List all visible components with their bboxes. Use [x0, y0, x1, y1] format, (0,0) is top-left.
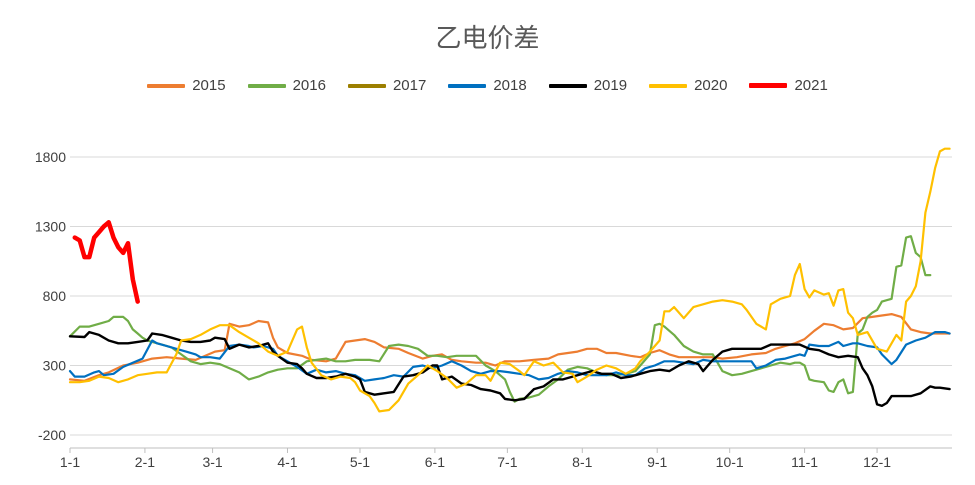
legend-label: 2016 [292, 77, 326, 94]
x-tick-label: 5-1 [350, 454, 370, 470]
legend-label: 2020 [694, 77, 728, 94]
series-line-2018 [68, 331, 951, 382]
legend-item-2018: 2018 [448, 77, 527, 94]
y-tick-label: 800 [43, 288, 67, 304]
y-tick-label: -200 [38, 427, 66, 443]
x-tick-label: 9-1 [647, 454, 667, 470]
x-tick-label: 1-1 [60, 454, 80, 470]
legend-swatch [448, 83, 487, 88]
legend-label: 2021 [794, 77, 828, 94]
y-tick-label: 300 [43, 358, 67, 374]
series-line-2020 [68, 147, 951, 413]
legend-swatch [147, 83, 186, 88]
y-tick-label: 1800 [35, 149, 66, 165]
x-tick-label: 11-1 [791, 454, 818, 470]
y-tick-label: 1300 [35, 219, 66, 235]
series-line-2019 [68, 330, 951, 407]
x-tick-label: 8-1 [572, 454, 592, 470]
legend-item-2019: 2019 [548, 77, 628, 94]
x-tick-label: 6-1 [425, 454, 445, 470]
legend-swatch [749, 83, 788, 88]
legend: 2015 2016 2017 2018 2019 2020 2021 [0, 77, 975, 94]
legend-swatch [247, 83, 286, 88]
legend-label: 2017 [392, 77, 427, 94]
x-tick-label: 4-1 [277, 454, 297, 470]
legend-swatch [548, 83, 587, 88]
chart-title: 乙电价差 [435, 24, 540, 54]
legend-swatch [347, 83, 386, 88]
legend-item-2021: 2021 [749, 77, 828, 94]
series-line-2016 [68, 235, 932, 403]
legend-item-2020: 2020 [649, 77, 727, 94]
legend-item-2015: 2015 [147, 77, 226, 94]
series-line-2015 [68, 313, 951, 382]
x-tick-label: 7-1 [497, 454, 517, 470]
x-tick-label: 10-1 [716, 454, 744, 470]
x-tick-label: 12-1 [863, 454, 891, 470]
x-tick-label: 2-1 [135, 454, 155, 470]
legend-label: 2018 [493, 77, 527, 94]
x-tick-label: 3-1 [202, 454, 222, 470]
legend-item-2017: 2017 [347, 77, 427, 94]
legend-label: 2019 [593, 77, 628, 94]
legend-swatch [649, 83, 688, 88]
series-line-2021 [72, 220, 140, 304]
legend-item-2016: 2016 [247, 77, 326, 94]
legend-label: 2015 [192, 77, 226, 94]
